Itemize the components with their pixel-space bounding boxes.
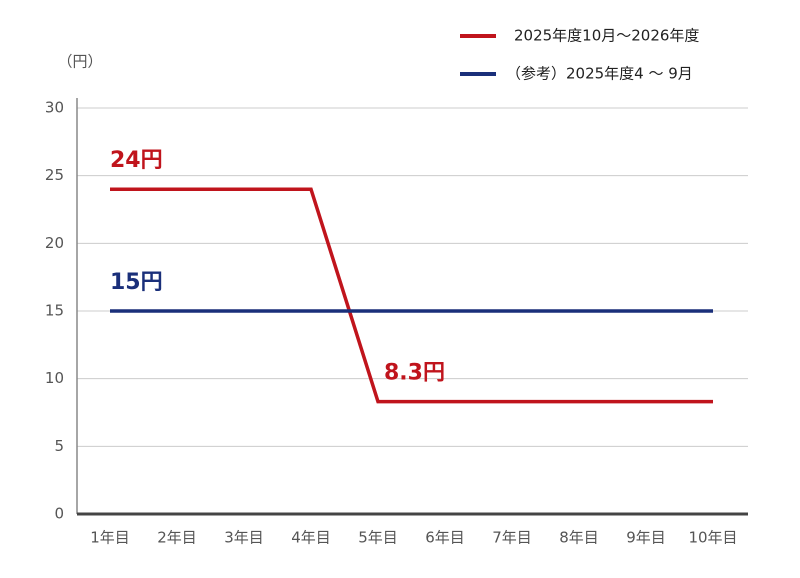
y-tick-label: 20 (45, 234, 64, 252)
value-label: 15円 (110, 270, 163, 295)
x-tick-label: 4年目 (291, 529, 331, 547)
x-tick-label: 10年目 (688, 529, 737, 547)
y-tick-label: 5 (54, 437, 64, 455)
legend-label: （参考）2025年度4 ～ 9月 (506, 65, 693, 83)
value-label: 24円 (110, 148, 163, 173)
legend-label: 2025年度10月～2026年度 (514, 27, 699, 45)
series-line (110, 187, 713, 404)
y-tick-label: 0 (54, 505, 64, 523)
x-tick-label: 9年目 (626, 529, 666, 547)
value-label: 8.3円 (384, 361, 445, 386)
x-tick-label: 6年目 (425, 529, 465, 547)
y-tick-label: 15 (45, 302, 64, 320)
x-tick-label: 3年目 (224, 529, 264, 547)
x-tick-label: 1年目 (90, 529, 130, 547)
x-tick-label: 2年目 (157, 529, 197, 547)
x-tick-label: 8年目 (559, 529, 599, 547)
y-tick-label: 10 (45, 369, 64, 387)
x-tick-label: 7年目 (492, 529, 532, 547)
y-tick-label: 25 (45, 166, 64, 184)
x-tick-label: 5年目 (358, 529, 398, 547)
y-tick-label: 30 (45, 99, 64, 117)
y-unit: （円） (57, 53, 102, 71)
